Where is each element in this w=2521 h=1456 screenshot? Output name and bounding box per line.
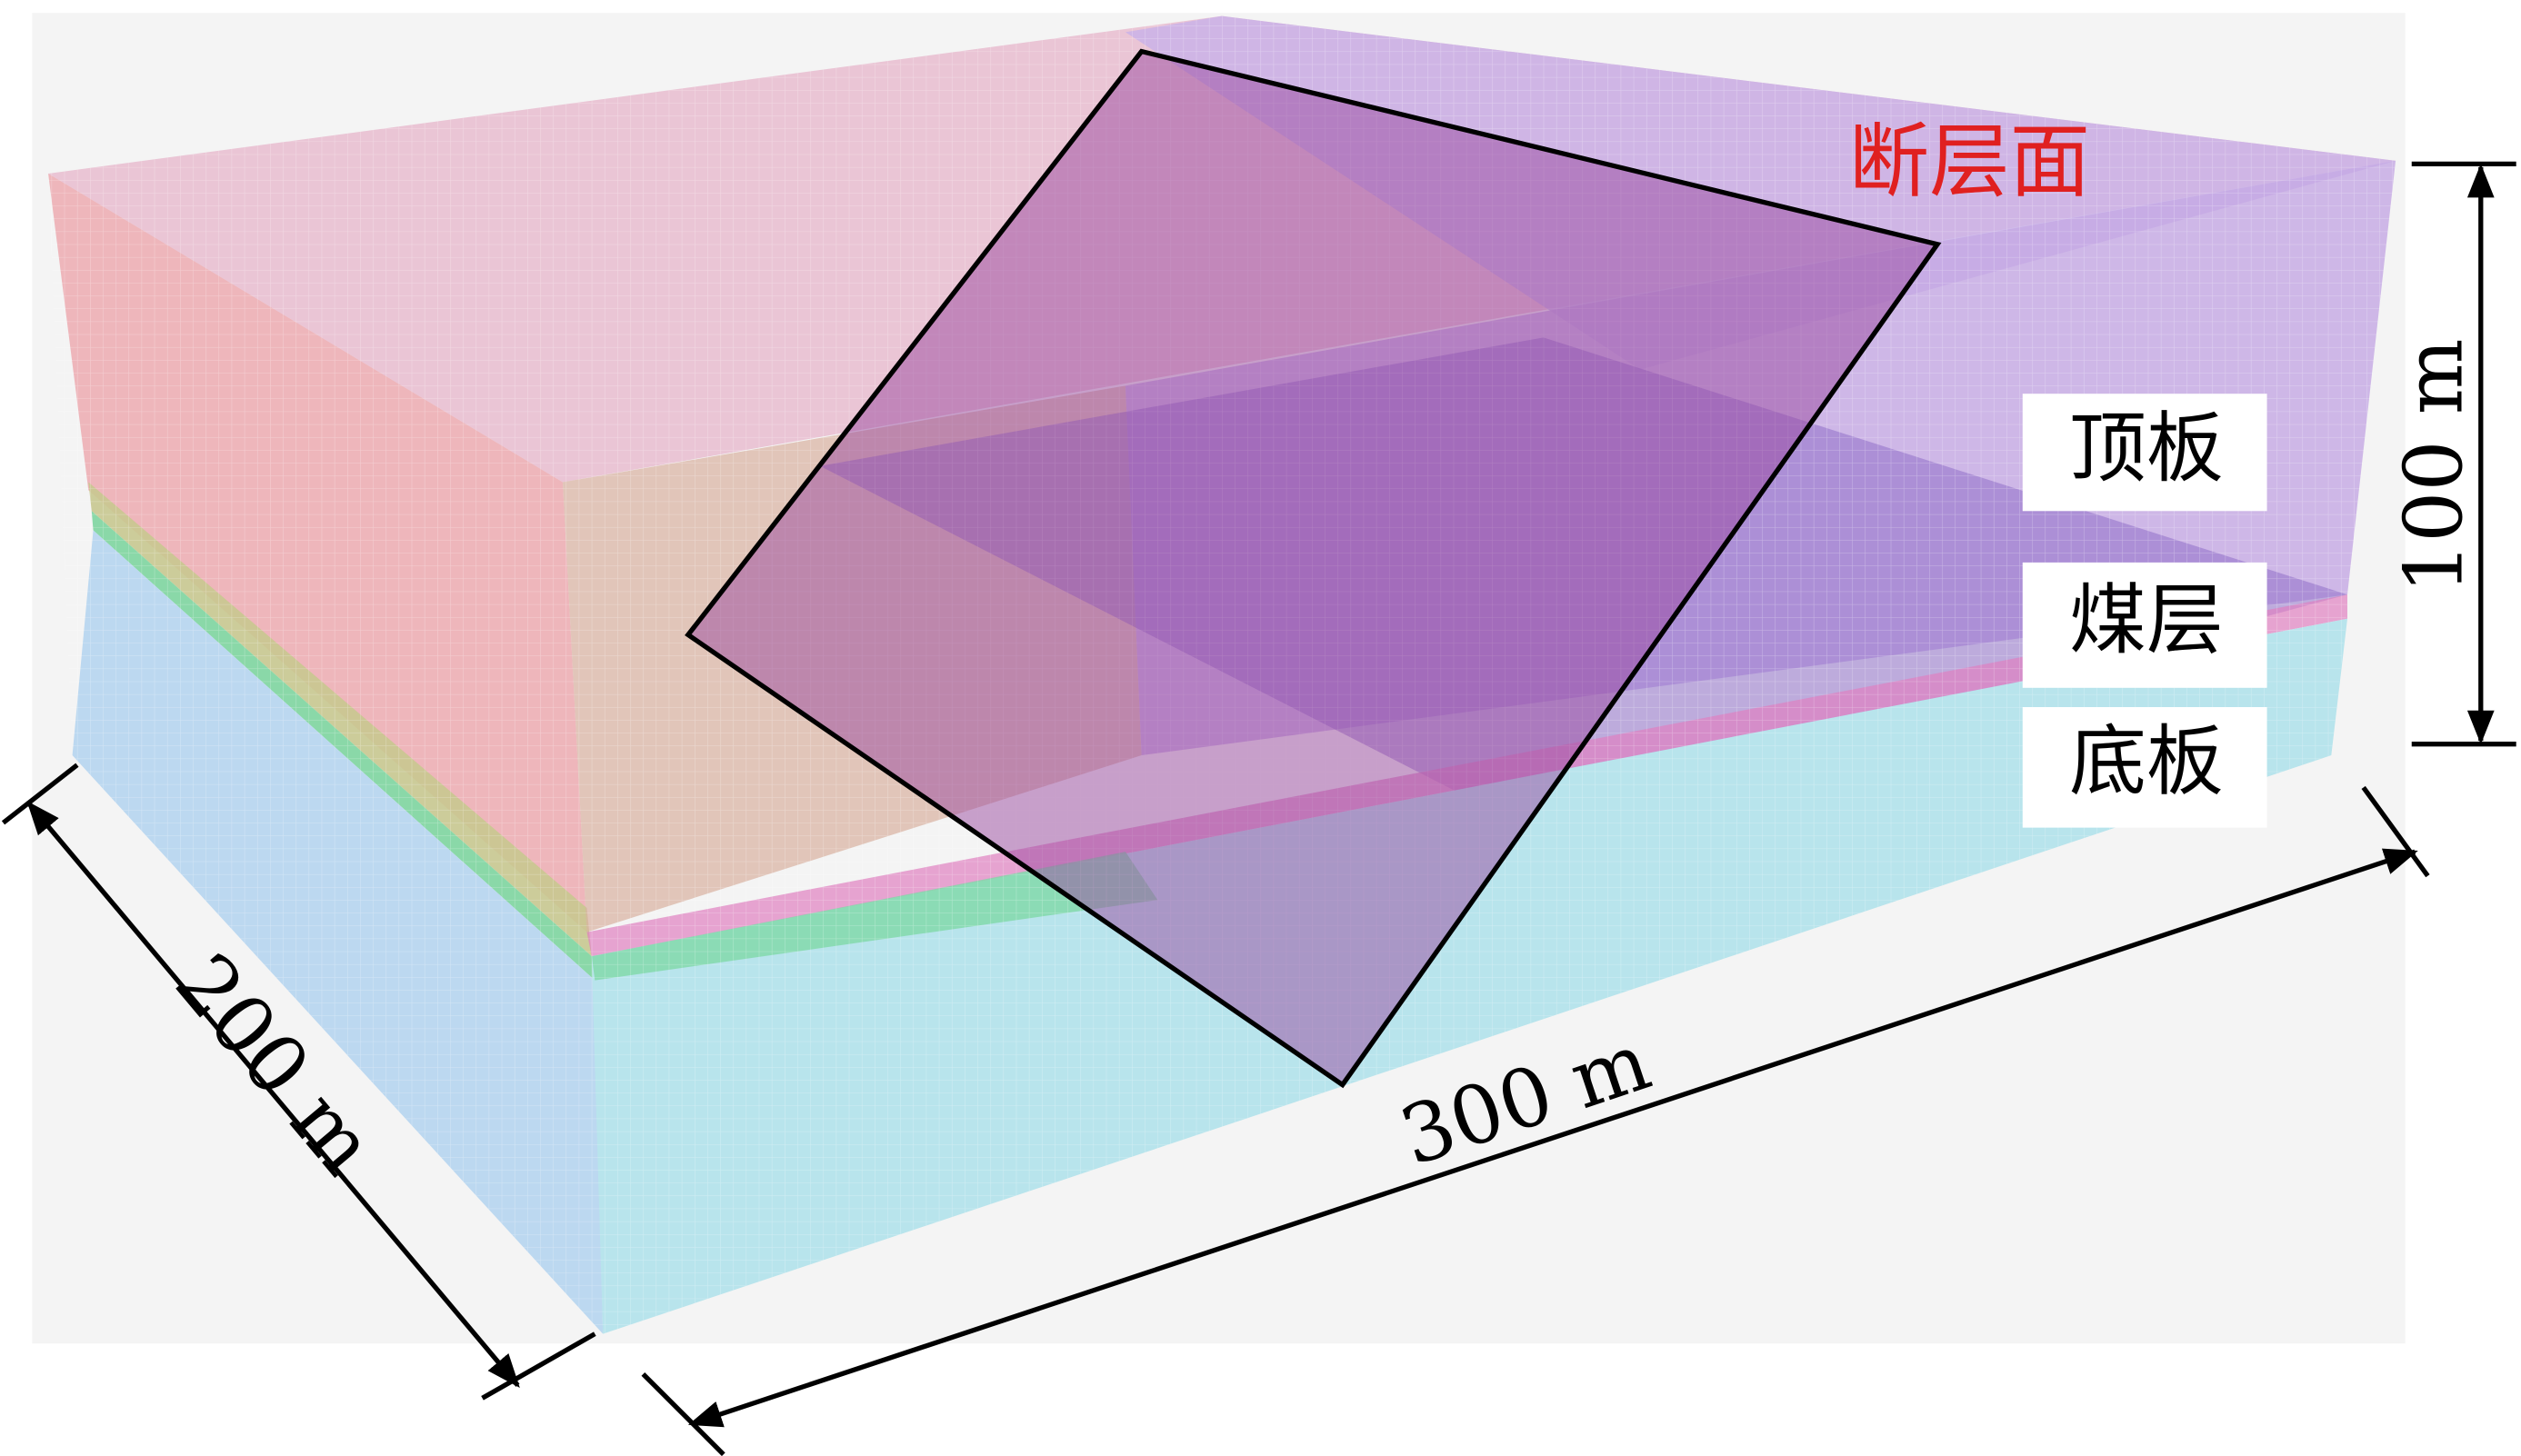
height-label: 100 m: [2386, 338, 2480, 593]
floor-label: 底板: [2069, 717, 2224, 807]
label-box: [2022, 707, 2267, 828]
roof-label: 顶板: [2069, 404, 2224, 494]
dim-tick: [1, 763, 79, 825]
fault-label: 断层面: [1849, 115, 2090, 208]
dim-line: [26, 801, 520, 1389]
label-box: [2022, 562, 2267, 688]
dim-tick: [641, 1371, 725, 1456]
coal-label: 煤层: [2069, 576, 2224, 666]
dim-line: [687, 848, 2418, 1428]
label-box: [2022, 394, 2267, 512]
